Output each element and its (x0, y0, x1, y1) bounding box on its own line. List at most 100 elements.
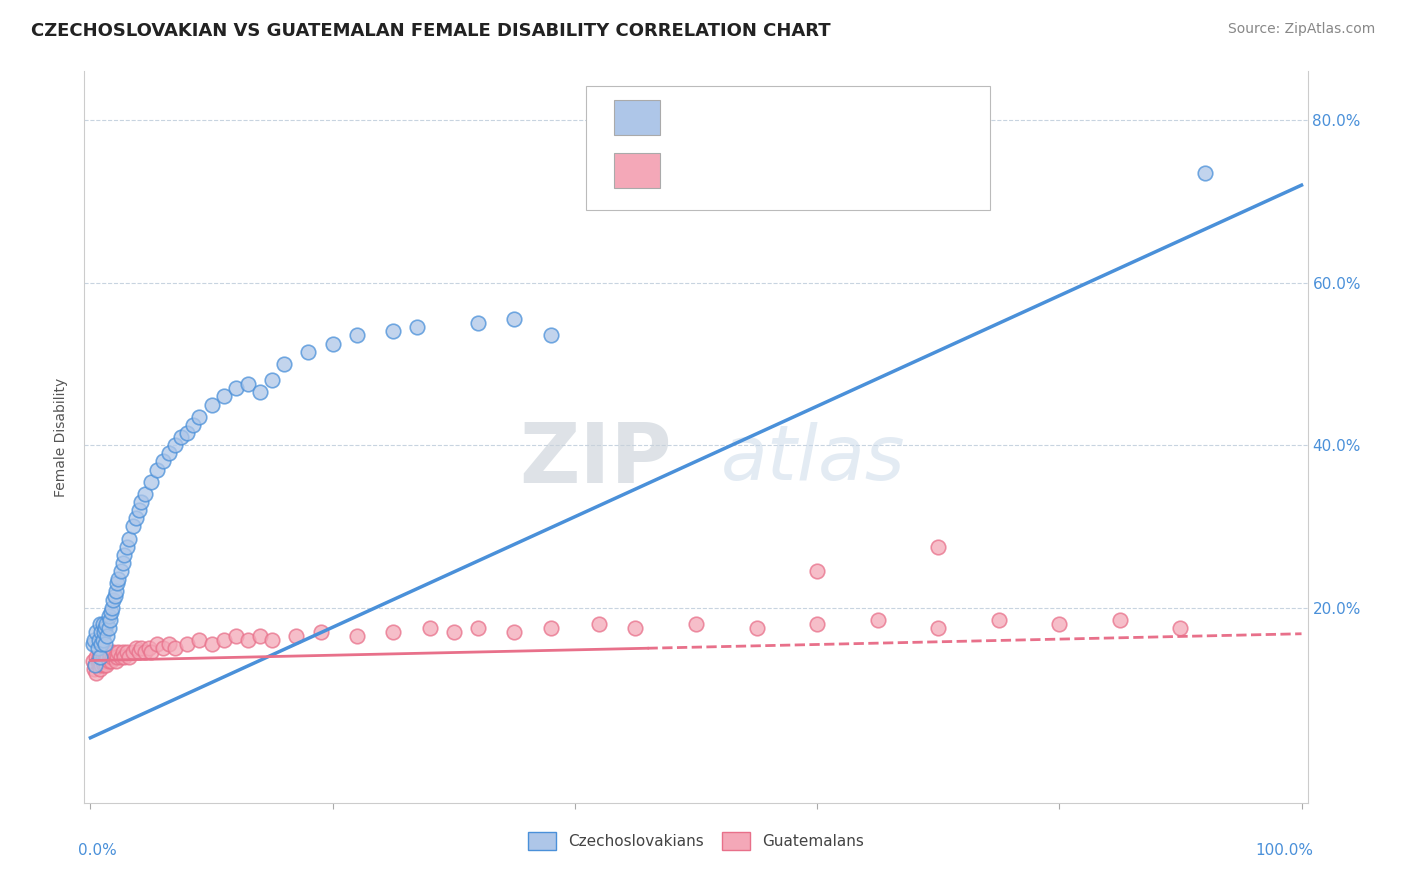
Point (125, 511, 148, 525)
Point (100, 654, 122, 668)
Point (382, 625, 405, 640)
Point (121, 645, 143, 659)
Point (1047, 617, 1070, 632)
Point (94, 654, 117, 668)
Point (104, 654, 127, 668)
Point (89, 654, 111, 668)
Point (84, 657, 107, 672)
Point (346, 629, 368, 643)
Point (96, 649, 118, 664)
Point (382, 325, 405, 339)
Point (188, 409, 211, 424)
Point (82, 637, 104, 651)
Point (1194, 166, 1216, 180)
Point (96, 657, 118, 672)
Point (104, 649, 127, 664)
Point (103, 645, 125, 659)
Point (86, 641, 108, 656)
Point (225, 381, 247, 395)
Point (90, 625, 112, 640)
Point (101, 600, 124, 615)
Point (105, 649, 128, 664)
Point (107, 572, 129, 586)
Point (346, 328, 368, 343)
Text: ZIP: ZIP (519, 418, 672, 500)
Point (273, 357, 295, 371)
Point (91, 649, 114, 664)
Point (110, 564, 132, 578)
Point (100, 605, 122, 619)
Point (165, 438, 187, 452)
Point (112, 548, 135, 562)
Point (285, 629, 308, 643)
Point (406, 320, 429, 334)
Point (121, 519, 143, 533)
Point (1108, 613, 1130, 627)
Point (118, 649, 141, 664)
Point (112, 649, 135, 664)
Point (297, 344, 319, 359)
Point (806, 564, 828, 578)
Text: 100.0%: 100.0% (1256, 843, 1313, 858)
Point (107, 645, 129, 659)
Point (685, 617, 707, 632)
Point (96, 629, 118, 643)
Point (503, 625, 526, 640)
Legend: Czechoslovakians, Guatemalans: Czechoslovakians, Guatemalans (529, 832, 863, 850)
Point (93, 625, 115, 640)
Point (745, 621, 768, 635)
Point (87, 657, 110, 672)
Point (94, 637, 117, 651)
Point (104, 589, 127, 603)
Point (624, 621, 647, 635)
Text: atlas: atlas (720, 422, 905, 496)
Point (93, 657, 115, 672)
Point (540, 328, 562, 343)
Point (170, 430, 193, 444)
Point (93, 645, 115, 659)
Point (90, 649, 112, 664)
Text: R = 0.550   N = 62: R = 0.550 N = 62 (682, 108, 868, 127)
Text: Source: ZipAtlas.com: Source: ZipAtlas.com (1227, 22, 1375, 37)
Point (157, 446, 180, 460)
Point (134, 645, 156, 659)
FancyBboxPatch shape (586, 86, 990, 211)
Point (134, 487, 156, 501)
Point (165, 641, 187, 656)
Point (236, 377, 259, 392)
Point (86, 654, 108, 668)
Point (540, 621, 562, 635)
Point (86, 665, 108, 680)
Point (86, 625, 108, 640)
Point (104, 584, 127, 599)
Point (1170, 621, 1192, 635)
Point (866, 613, 889, 627)
Point (322, 336, 344, 351)
Point (97, 608, 120, 623)
Point (115, 645, 138, 659)
Point (91, 654, 114, 668)
Point (82, 654, 104, 668)
Bar (614, 100, 661, 135)
Point (115, 540, 138, 554)
Point (87, 633, 110, 648)
Point (128, 503, 150, 517)
Point (139, 475, 162, 489)
Point (236, 633, 259, 648)
Point (467, 316, 489, 330)
Point (262, 633, 284, 648)
Point (225, 629, 247, 643)
Text: CZECHOSLOVAKIAN VS GUATEMALAN FEMALE DISABILITY CORRELATION CHART: CZECHOSLOVAKIAN VS GUATEMALAN FEMALE DIS… (31, 22, 831, 40)
Point (103, 592, 125, 607)
Point (418, 621, 440, 635)
Point (200, 398, 222, 412)
Point (89, 617, 111, 632)
Point (927, 621, 949, 635)
Point (90, 657, 112, 672)
Point (89, 649, 111, 664)
Y-axis label: Female Disability: Female Disability (55, 377, 69, 497)
Point (97, 621, 120, 635)
Point (588, 617, 610, 632)
Point (262, 373, 284, 387)
Point (146, 462, 169, 476)
